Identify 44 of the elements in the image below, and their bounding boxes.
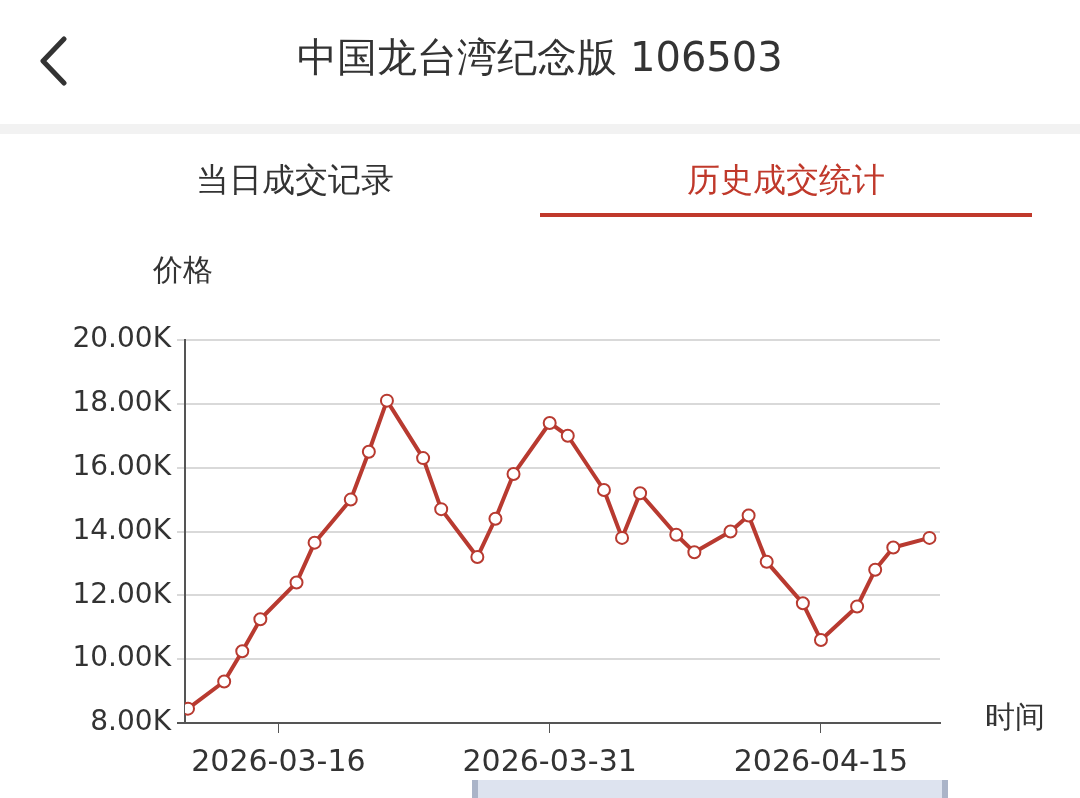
point	[361, 444, 376, 459]
point	[922, 530, 937, 545]
x-tick-label: 2026-03-16	[191, 742, 366, 778]
point	[506, 467, 521, 482]
point	[379, 393, 394, 408]
point	[488, 511, 503, 526]
y-tick-label: 16.00K	[72, 448, 172, 482]
y-axis-title: 价格	[152, 251, 213, 287]
y-tick-label: 20.00K	[72, 321, 172, 355]
point	[850, 599, 865, 614]
point	[759, 554, 774, 569]
x-axis-title: 时间	[985, 698, 1045, 734]
point	[868, 562, 883, 577]
point	[217, 674, 232, 689]
point	[470, 550, 485, 565]
point	[253, 612, 268, 627]
text: 当日成交记录	[195, 159, 395, 201]
point	[795, 596, 810, 611]
point	[723, 524, 738, 539]
point	[741, 508, 756, 523]
point	[235, 644, 250, 659]
point	[596, 483, 611, 498]
point	[289, 575, 304, 590]
point	[813, 633, 828, 648]
chart-title: 中国龙台湾纪念版 106503	[296, 33, 784, 82]
point	[687, 545, 702, 560]
point	[560, 428, 575, 443]
x-tick-label: 2026-03-31	[462, 742, 637, 778]
y-tick-label: 14.00K	[72, 512, 172, 546]
point	[343, 492, 358, 507]
y-tick-label: 10.00K	[72, 640, 172, 674]
point	[416, 451, 431, 466]
y-tick-label: 12.00K	[72, 576, 172, 610]
point	[669, 527, 684, 542]
point	[542, 415, 557, 430]
x-tick-label: 2026-04-15	[733, 742, 909, 778]
point	[633, 486, 648, 501]
point	[434, 502, 449, 517]
text: 历史成交统计	[686, 159, 886, 201]
point	[307, 535, 322, 550]
point	[615, 530, 630, 545]
point	[886, 540, 901, 555]
y-tick-label: 18.00K	[72, 385, 172, 419]
y-tick-label: 8.00K	[90, 704, 172, 738]
